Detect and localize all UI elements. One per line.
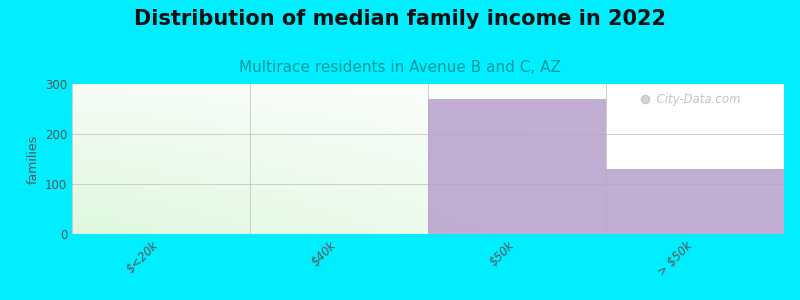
Text: Multirace residents in Avenue B and C, AZ: Multirace residents in Avenue B and C, A…: [239, 60, 561, 75]
Bar: [428, 99, 606, 234]
Y-axis label: families: families: [26, 134, 39, 184]
Text: Distribution of median family income in 2022: Distribution of median family income in …: [134, 9, 666, 29]
Text: City-Data.com: City-Data.com: [649, 92, 741, 106]
Bar: [606, 169, 784, 234]
